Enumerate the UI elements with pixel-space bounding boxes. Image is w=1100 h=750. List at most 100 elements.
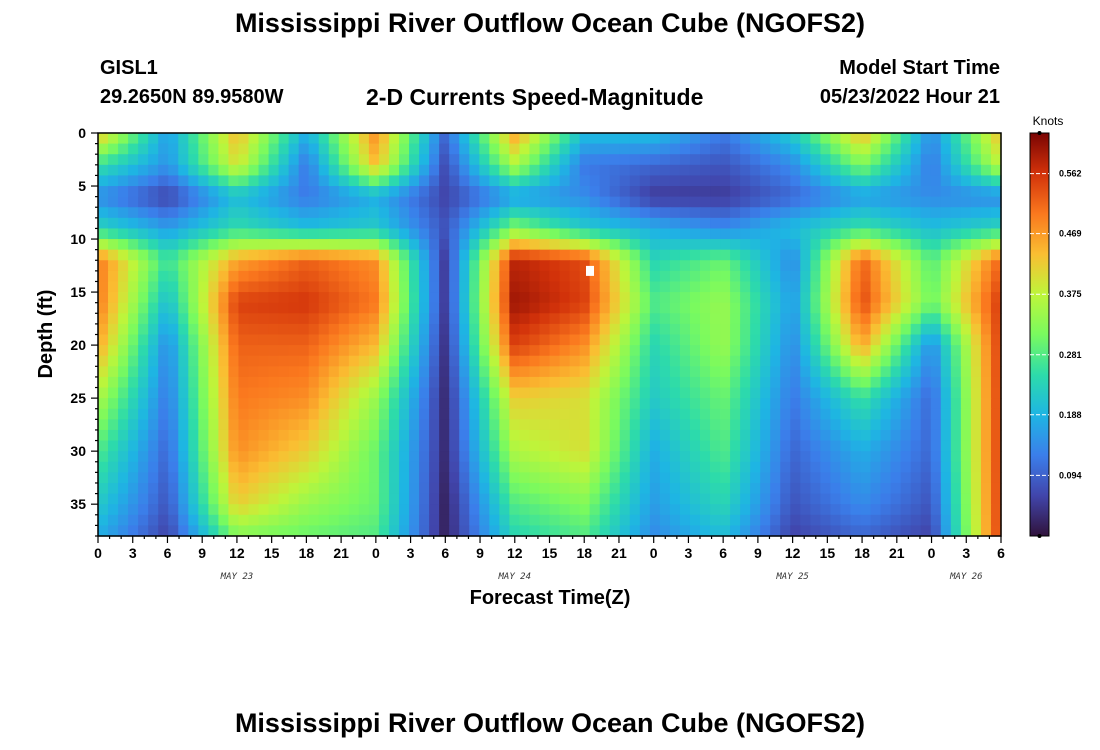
heatmap-cell [669, 281, 681, 293]
heatmap-cell [760, 355, 771, 367]
heatmap-cell [710, 482, 721, 495]
heatmap-cell [118, 440, 129, 452]
heatmap-cell [348, 186, 360, 198]
heatmap-cell [138, 270, 149, 283]
heatmap-cell [599, 472, 611, 484]
heatmap-cell [659, 260, 671, 272]
heatmap-cell [509, 482, 520, 495]
heatmap-cell [539, 239, 551, 251]
heatmap-cell [338, 408, 350, 420]
heatmap-cell [980, 419, 992, 431]
heatmap-cell [920, 514, 932, 526]
heatmap-cell [970, 514, 982, 526]
heatmap-cell [529, 504, 541, 516]
heatmap-cell [569, 376, 581, 389]
heatmap-cell [198, 133, 209, 145]
heatmap-cell [800, 292, 811, 304]
heatmap-cell [308, 334, 320, 346]
heatmap-cell [960, 451, 972, 463]
heatmap-cell [539, 376, 551, 389]
heatmap-cell [108, 175, 119, 187]
heatmap-cell [469, 419, 480, 431]
heatmap-cell [419, 249, 430, 261]
heatmap-cell [730, 525, 741, 537]
heatmap-cell [910, 472, 922, 484]
heatmap-cell [750, 323, 761, 336]
heatmap-cell [238, 292, 250, 304]
heatmap-cell [619, 217, 631, 230]
heatmap-cell [910, 302, 922, 314]
heatmap-cell [950, 345, 962, 357]
heatmap-cell [609, 186, 621, 198]
heatmap-cell [740, 270, 751, 283]
heatmap-cell [980, 398, 992, 410]
heatmap-cell [830, 482, 842, 495]
heatmap-cell [358, 451, 370, 463]
heatmap-cell [128, 472, 139, 484]
heatmap-cell [910, 525, 922, 537]
heatmap-cell [479, 419, 490, 431]
heatmap-cell [318, 186, 330, 198]
heatmap-cell [920, 451, 932, 463]
heatmap-cell [248, 493, 260, 505]
heatmap-cell [629, 376, 641, 389]
heatmap-cell [930, 387, 942, 399]
heatmap-cell [760, 133, 771, 145]
heatmap-cell [198, 387, 209, 399]
heatmap-cell [679, 461, 691, 473]
heatmap-cell [970, 143, 982, 155]
heatmap-cell [479, 514, 490, 526]
heatmap-cell [429, 239, 440, 251]
heatmap-cell [589, 376, 601, 389]
heatmap-cell [419, 451, 430, 463]
heatmap-cell [258, 270, 270, 283]
heatmap-cell [258, 440, 270, 452]
heatmap-cell [178, 207, 189, 219]
heatmap-cell [880, 313, 892, 325]
heatmap-cell [980, 429, 992, 442]
heatmap-cell [108, 376, 119, 389]
heatmap-cell [368, 514, 380, 526]
heatmap-cell [770, 387, 781, 399]
heatmap-cell [589, 239, 601, 251]
heatmap-cell [649, 482, 661, 495]
heatmap-cell [730, 292, 741, 304]
heatmap-cell [539, 164, 551, 177]
heatmap-cell [549, 133, 561, 145]
heatmap-cell [409, 249, 420, 261]
heatmap-cell [128, 451, 139, 463]
heatmap-cell [880, 482, 892, 495]
heatmap-cell [218, 440, 230, 452]
heatmap-cell [198, 249, 209, 261]
heatmap-cell [609, 429, 621, 442]
heatmap-cell [218, 175, 230, 187]
heatmap-cell [499, 313, 510, 325]
heatmap-cell [168, 429, 179, 442]
heatmap-cell [900, 260, 912, 272]
heatmap-cell [148, 451, 159, 463]
heatmap-cell [780, 472, 791, 484]
heatmap-cell [629, 429, 641, 442]
heatmap-cell [489, 164, 500, 177]
heatmap-cell [358, 196, 370, 208]
heatmap-cell [328, 472, 340, 484]
heatmap-cell [368, 482, 380, 495]
heatmap-cell [258, 482, 270, 495]
heatmap-cell [629, 419, 641, 431]
heatmap-cell [318, 472, 330, 484]
heatmap-cell [539, 472, 551, 484]
heatmap-cell [910, 313, 922, 325]
heatmap-cell [750, 228, 761, 240]
heatmap-cell [459, 398, 470, 410]
heatmap-cell [830, 334, 842, 346]
heatmap-cell [750, 493, 761, 505]
heatmap-cell [539, 504, 551, 516]
heatmap-cell [920, 270, 932, 283]
heatmap-cell [248, 334, 260, 346]
heatmap-cell [188, 239, 199, 251]
heatmap-cell [108, 239, 119, 251]
heatmap-cell [258, 398, 270, 410]
heatmap-cell [178, 164, 189, 177]
heatmap-cell [669, 493, 681, 505]
heatmap-cell [589, 249, 601, 261]
